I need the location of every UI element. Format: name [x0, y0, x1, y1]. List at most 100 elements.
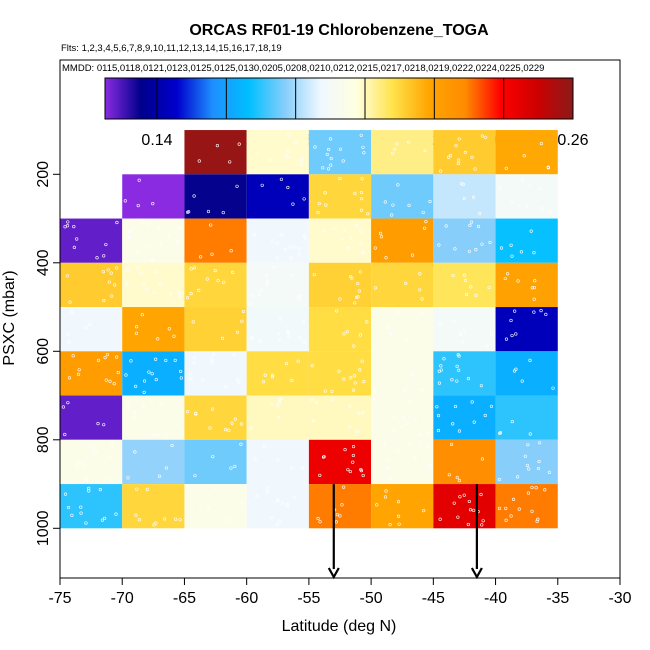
sample-point — [362, 379, 366, 384]
sample-point — [293, 140, 298, 144]
sample-point — [230, 270, 235, 274]
sample-point — [426, 444, 430, 449]
sample-point — [289, 466, 294, 470]
heatmap-cell — [246, 395, 309, 440]
sample-point — [349, 376, 353, 380]
sample-point — [286, 334, 291, 338]
heatmap-cell — [308, 484, 372, 529]
sample-point — [361, 473, 365, 478]
sample-point — [141, 404, 146, 408]
sample-point — [210, 252, 214, 256]
sample-point — [126, 406, 131, 410]
heatmap-cell — [60, 307, 123, 352]
sample-point — [448, 153, 453, 158]
sample-point — [239, 422, 244, 426]
sample-point — [439, 169, 443, 173]
sample-point — [471, 195, 476, 199]
sample-point — [346, 468, 350, 472]
sample-point — [355, 295, 359, 300]
sample-point — [127, 235, 132, 239]
heatmap-cell — [60, 218, 123, 263]
heatmap-cell — [308, 262, 372, 308]
sample-point — [156, 337, 160, 341]
sample-point — [511, 497, 516, 501]
sample-point — [489, 333, 494, 337]
sample-point — [424, 220, 428, 224]
sample-point — [79, 511, 83, 515]
sample-point — [130, 227, 134, 232]
sample-point — [362, 151, 366, 155]
sample-point — [546, 166, 550, 170]
sample-point — [474, 293, 478, 297]
sample-point — [115, 355, 119, 359]
sample-point — [175, 422, 179, 426]
sample-point — [114, 512, 118, 516]
sample-point — [147, 370, 151, 374]
sample-point — [272, 265, 276, 269]
sample-point — [506, 272, 510, 276]
sample-point — [422, 226, 427, 230]
heatmap-cell — [371, 174, 434, 219]
sample-point — [532, 286, 536, 290]
sample-point — [327, 147, 331, 152]
sample-point — [515, 475, 520, 479]
sample-point — [137, 518, 141, 522]
sample-point — [391, 429, 395, 433]
sample-point — [296, 295, 300, 299]
sample-point — [269, 402, 274, 407]
sample-point — [472, 420, 476, 424]
sample-point — [147, 222, 151, 226]
sample-point — [487, 285, 491, 290]
sample-point — [451, 273, 455, 278]
sample-point — [359, 230, 363, 234]
sample-point — [365, 320, 369, 324]
sample-point — [457, 137, 461, 141]
sample-point — [301, 320, 305, 324]
sample-point — [100, 518, 105, 522]
sample-point — [265, 279, 270, 283]
sample-point — [452, 319, 456, 323]
sample-point — [302, 197, 306, 201]
sample-point — [375, 503, 379, 507]
sample-point — [288, 245, 292, 249]
sample-point — [192, 356, 196, 360]
sample-point — [373, 398, 377, 402]
sample-point — [454, 144, 458, 148]
sample-point — [356, 282, 360, 286]
sample-point — [480, 134, 484, 138]
sample-point — [192, 361, 196, 365]
sample-point — [91, 446, 95, 450]
heatmap-cell — [433, 351, 496, 396]
sample-point — [269, 516, 273, 520]
sample-point — [254, 151, 259, 155]
sample-point — [419, 311, 423, 315]
sample-point — [519, 250, 524, 254]
sample-point — [395, 142, 399, 146]
sample-point — [527, 467, 531, 471]
sample-point — [426, 430, 431, 435]
sample-point — [134, 331, 139, 335]
sample-point — [522, 154, 526, 158]
sample-point — [352, 344, 356, 348]
heatmap-cell — [495, 174, 558, 219]
sample-point — [438, 517, 442, 521]
sample-point — [341, 159, 345, 163]
sample-point — [172, 334, 176, 338]
sample-point — [210, 407, 215, 411]
sample-point — [473, 167, 477, 171]
sample-point — [402, 416, 406, 420]
sample-point — [211, 455, 215, 459]
sample-point — [150, 372, 154, 376]
sample-point — [197, 159, 201, 163]
sample-point — [250, 293, 254, 297]
sample-point — [340, 236, 344, 241]
sample-point — [75, 237, 79, 241]
sample-point — [102, 254, 106, 258]
heatmap-cell — [60, 395, 123, 440]
heatmap-cell — [60, 351, 123, 396]
colorbar-bar — [104, 77, 574, 120]
sample-point — [450, 378, 454, 382]
sample-point — [318, 520, 322, 524]
sample-point — [457, 478, 462, 483]
sample-point — [390, 213, 394, 217]
